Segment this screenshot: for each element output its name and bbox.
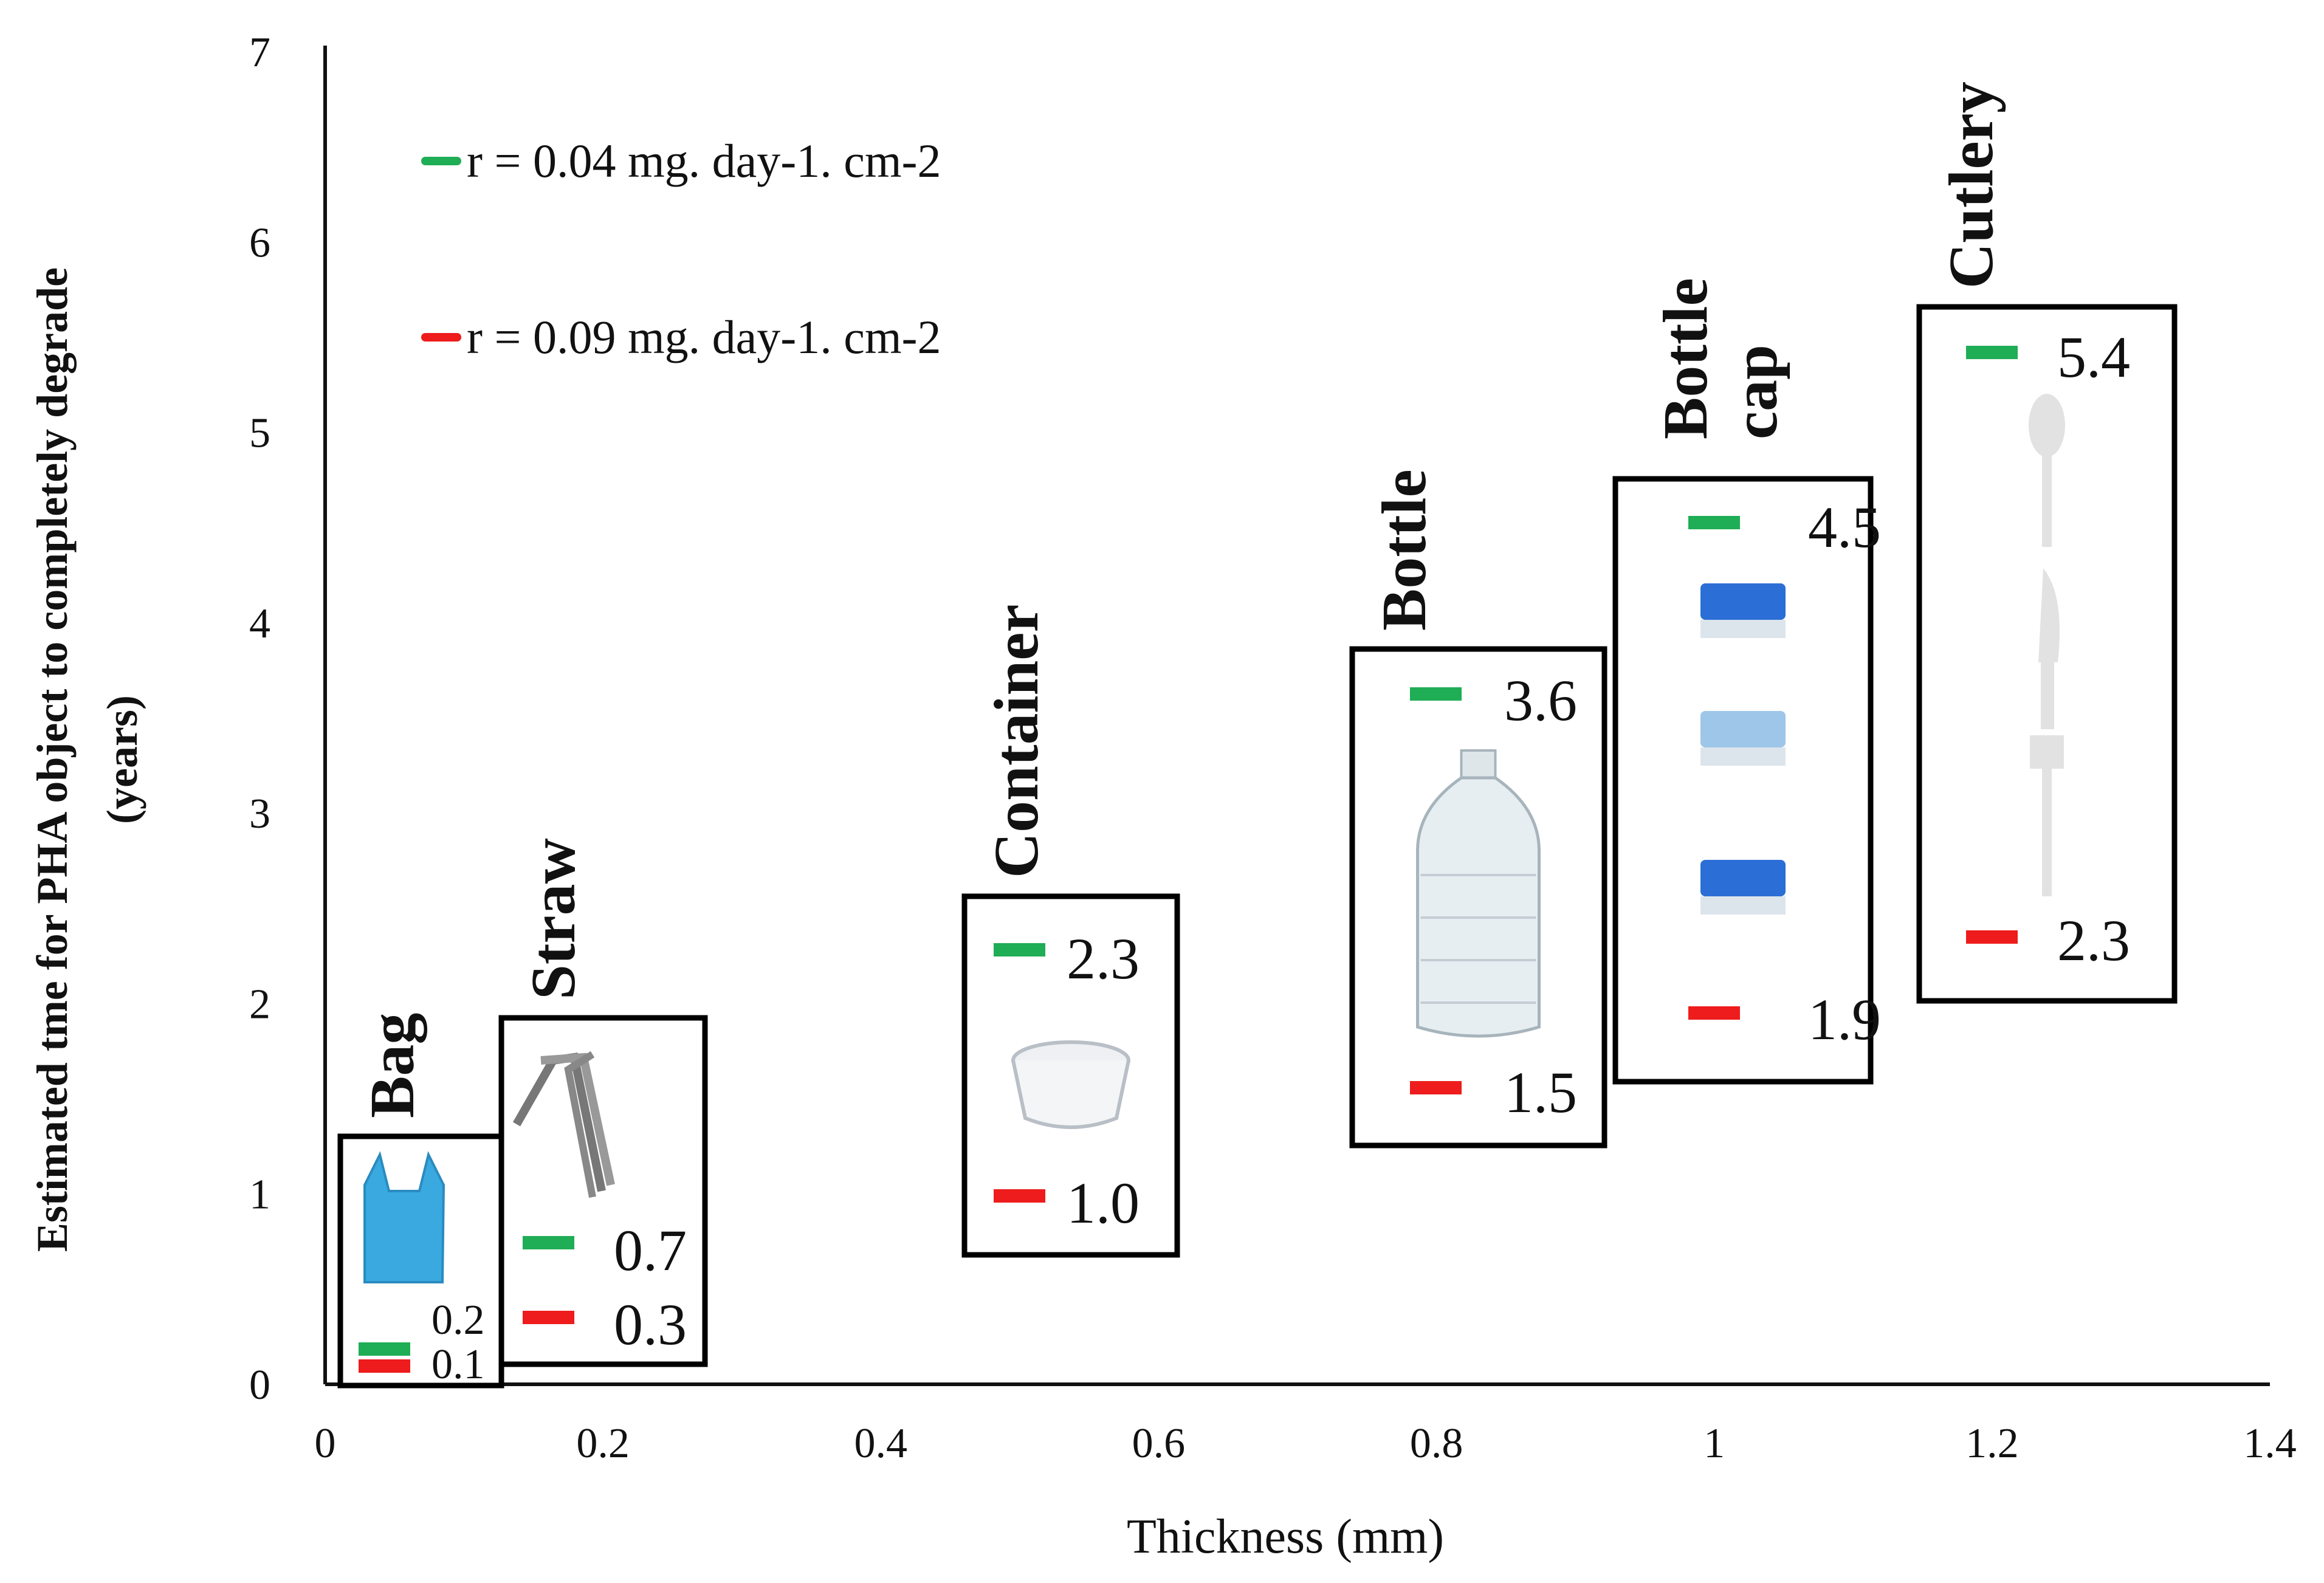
red-value-label: 1.9 xyxy=(1808,987,1881,1052)
green-value-label: 0.7 xyxy=(614,1218,687,1283)
x-tick-label: 0.6 xyxy=(1132,1420,1186,1467)
y-tick-label: 3 xyxy=(249,791,270,837)
y-tick-label: 0 xyxy=(249,1362,270,1409)
object-box xyxy=(498,1015,708,1367)
object-group-bottle: Bottle xyxy=(1349,469,1607,1149)
red-value-label: 1.0 xyxy=(1067,1170,1140,1235)
legend-entry: r = 0.04 mg. day-1. cm-2 xyxy=(467,134,941,187)
object-group-cutlery: Cutlery xyxy=(1916,81,2178,1004)
bottle-neck xyxy=(1460,749,1497,779)
green-value-label: 5.4 xyxy=(2057,324,2130,390)
red-value-label: 2.3 xyxy=(2057,908,2130,973)
bottle-cap-shape xyxy=(1700,860,1786,896)
spoon-handle xyxy=(2042,456,2052,547)
object-label: Bottle xyxy=(1651,278,1721,439)
object-label: Bag xyxy=(357,1013,427,1118)
spoon-head xyxy=(2029,394,2065,457)
container-body xyxy=(1011,1060,1130,1129)
object-label: Container xyxy=(982,604,1051,878)
object-group-bag: Bag xyxy=(337,1013,504,1389)
x-axis-title: Thickness (mm) xyxy=(1127,1510,1444,1564)
x-tick-label: 1.4 xyxy=(2243,1420,2297,1467)
y-axis-title: Estimated tme for PHA object to complete… xyxy=(28,267,77,1252)
green-value-label: 0.2 xyxy=(431,1297,485,1344)
object-label: Bottle xyxy=(1369,469,1439,631)
y-tick-label: 7 xyxy=(249,29,270,76)
bottle-cap-shape xyxy=(1700,711,1786,747)
bottle-body xyxy=(1416,776,1541,1038)
red-value-label: 0.3 xyxy=(614,1292,687,1357)
y-tick-label: 1 xyxy=(249,1172,270,1218)
knife-handle xyxy=(2041,662,2054,729)
bottle-cap-neck xyxy=(1700,620,1786,638)
x-tick-label: 0 xyxy=(315,1420,336,1467)
y-tick-label: 4 xyxy=(249,600,270,647)
green-value-label: 2.3 xyxy=(1067,926,1140,991)
red-value-label: 1.5 xyxy=(1504,1060,1577,1125)
green-value-label: 4.5 xyxy=(1808,495,1881,560)
object-group-straw: Straw xyxy=(498,838,708,1367)
object-label: cap xyxy=(1721,345,1790,439)
straw-shape xyxy=(564,1051,596,1198)
fork-handle xyxy=(2042,769,2052,896)
object-group-bottle-cap: Bottle cap xyxy=(1612,278,1874,1085)
x-tick-label: 1.2 xyxy=(1965,1420,2019,1467)
y-axis-title-units: (years) xyxy=(98,695,146,824)
x-tick-label: 0.4 xyxy=(854,1420,908,1467)
x-tick-label: 0.2 xyxy=(576,1420,630,1467)
plastic-bag-shape xyxy=(363,1151,445,1283)
bottle-cap-shape xyxy=(1700,583,1786,620)
fork-head xyxy=(2030,735,2064,769)
knife-blade xyxy=(2038,568,2060,662)
green-value-label: 3.6 xyxy=(1504,668,1577,733)
object-label: Cutlery xyxy=(1936,81,2006,289)
y-tick-label: 5 xyxy=(249,410,270,457)
object-box xyxy=(1612,476,1874,1085)
y-tick-label: 2 xyxy=(249,981,270,1028)
x-tick-label: 1 xyxy=(1703,1420,1725,1467)
x-tick-label: 0.8 xyxy=(1410,1420,1463,1467)
red-value-label: 0.1 xyxy=(431,1341,485,1388)
bottle-cap-neck xyxy=(1700,896,1786,915)
y-tick-label: 6 xyxy=(249,219,270,266)
object-label: Straw xyxy=(518,838,588,1000)
legend-entry: r = 0.09 mg. day-1. cm-2 xyxy=(467,311,941,363)
bottle-cap-neck xyxy=(1700,747,1786,766)
